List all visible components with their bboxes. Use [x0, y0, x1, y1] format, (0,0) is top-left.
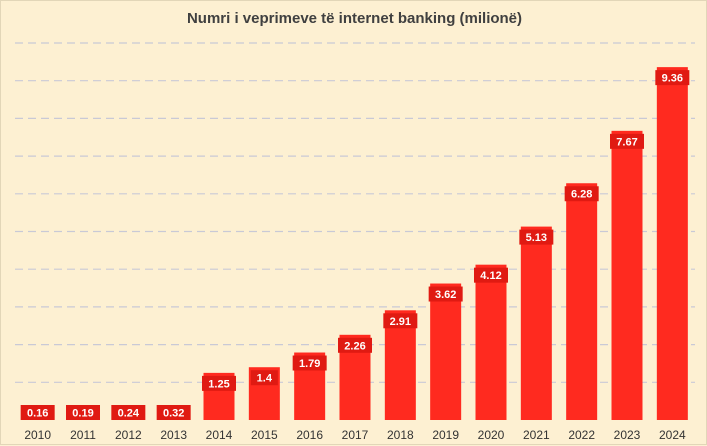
data-label-box — [655, 70, 690, 86]
data-label: 1.4 — [257, 373, 273, 385]
x-tick-label: 2012 — [115, 428, 142, 442]
x-tick-label: 2011 — [70, 428, 96, 442]
data-label: 6.28 — [571, 189, 592, 201]
bar-2020 — [475, 264, 507, 420]
x-tick-label: 2010 — [24, 428, 51, 442]
data-label-box — [20, 405, 55, 420]
x-tick-label: 2014 — [206, 428, 233, 442]
data-label: 0.32 — [163, 408, 184, 420]
bar-2024 — [656, 67, 688, 421]
data-label: 5.13 — [526, 232, 547, 244]
bar-2022 — [566, 183, 598, 420]
data-label: 2.91 — [390, 316, 411, 328]
data-label: 1.79 — [299, 358, 320, 370]
bar-2019 — [430, 283, 462, 420]
data-label: 3.62 — [435, 289, 456, 301]
data-labels: 0.16 0.19 0.24 0.32 1.25 1.4 1.79 2.26 2.91 3.62 4… — [20, 70, 690, 420]
data-label: 2.26 — [344, 340, 365, 352]
data-label: 0.24 — [118, 408, 140, 420]
data-label-box — [202, 375, 236, 391]
bar-2021 — [520, 226, 552, 420]
x-tick-label: 2017 — [342, 428, 369, 442]
x-tick-label: 2021 — [523, 428, 550, 442]
data-label-box — [338, 337, 372, 353]
data-label-box — [111, 405, 146, 420]
x-tick-label: 2022 — [568, 428, 595, 442]
data-label-box — [474, 267, 508, 283]
x-tick-label: 2019 — [432, 428, 459, 442]
x-tick-label: 2016 — [296, 428, 323, 442]
data-label-box — [66, 405, 100, 420]
data-label: 0.16 — [27, 408, 48, 420]
x-tick-label: 2015 — [251, 428, 278, 442]
x-tick-label: 2013 — [160, 428, 187, 442]
data-label-box — [156, 405, 191, 420]
data-label: 4.12 — [480, 270, 501, 282]
data-label-box — [250, 370, 278, 386]
data-label: 1.25 — [208, 378, 229, 390]
bars — [22, 67, 688, 421]
data-label-box — [564, 186, 599, 202]
data-label-box — [383, 313, 418, 329]
x-tick-label: 2018 — [387, 428, 414, 442]
chart-title: Numri i veprimeve të internet banking (m… — [186, 10, 523, 27]
x-tick-label: 2020 — [478, 428, 505, 442]
data-label: 9.36 — [662, 73, 683, 85]
x-tick-label: 2023 — [614, 428, 641, 442]
data-label-box — [292, 355, 327, 371]
x-axis-tick-labels: 2010 2011 2012 2013 2014 2015 2016 2017 2018 2019… — [24, 428, 686, 442]
data-label-box — [519, 229, 554, 245]
bar-2023 — [611, 130, 643, 420]
bar-2018 — [384, 310, 416, 420]
data-label-box — [610, 133, 644, 149]
data-label-box — [428, 286, 463, 302]
data-label: 7.67 — [616, 136, 637, 148]
x-tick-label: 2024 — [659, 428, 686, 442]
data-label: 0.19 — [72, 408, 93, 420]
